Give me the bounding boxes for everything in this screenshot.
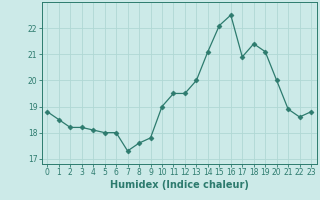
X-axis label: Humidex (Indice chaleur): Humidex (Indice chaleur) — [110, 180, 249, 190]
